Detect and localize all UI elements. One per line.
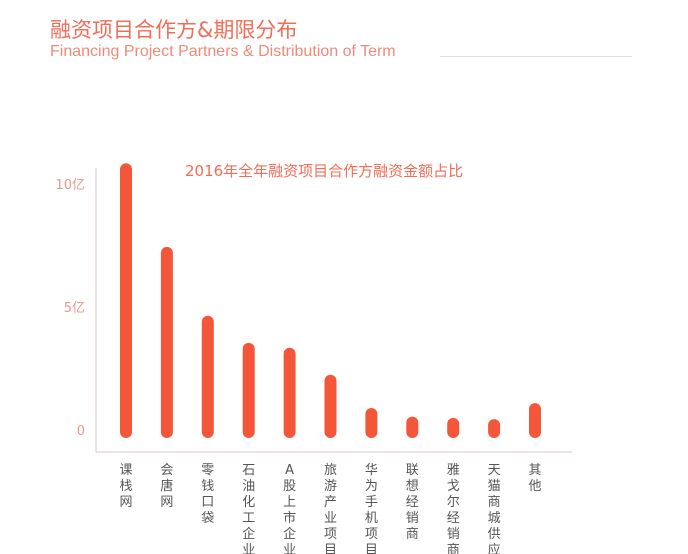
bar-9	[447, 417, 460, 438]
x-tick-label: 雅戈尔经销商	[447, 463, 460, 554]
bar-2	[160, 246, 173, 438]
bar-4	[242, 342, 255, 438]
x-tick-label: 联想经销商	[406, 463, 419, 542]
page-title: 融资项目合作方&期限分布	[50, 18, 298, 42]
y-tick-label: 0	[77, 424, 85, 439]
x-tick-label: 华为手机项目	[365, 463, 378, 554]
y-tick-label: 10亿	[55, 178, 85, 193]
x-tick-label: A 股上市企业	[283, 463, 296, 554]
bar-11	[529, 403, 541, 438]
x-tick-label: 其他	[528, 463, 541, 494]
bar-10	[488, 419, 501, 438]
x-tick-label: 会唐网	[160, 463, 173, 510]
bar-1	[120, 163, 132, 439]
x-tick-label: 石油化工企业	[242, 463, 255, 554]
bar-7	[365, 408, 378, 438]
bar-6	[324, 374, 337, 438]
x-tick-label: 零钱口袋	[201, 463, 214, 526]
bar-3	[201, 315, 214, 438]
bar-8	[406, 416, 419, 438]
title-divider	[440, 56, 632, 57]
x-tick-label: 旅游产业项目	[324, 463, 337, 554]
x-tick-label: 天猫商城供应商	[488, 463, 501, 554]
y-tick-label: 5亿	[64, 301, 85, 316]
chart-title: 2016年全年融资项目合作方融资金额占比	[185, 162, 463, 180]
bar-5	[283, 347, 296, 438]
page-subtitle: Financing Project Partners & Distributio…	[50, 43, 396, 60]
x-tick-label: 课栈网	[119, 463, 132, 510]
